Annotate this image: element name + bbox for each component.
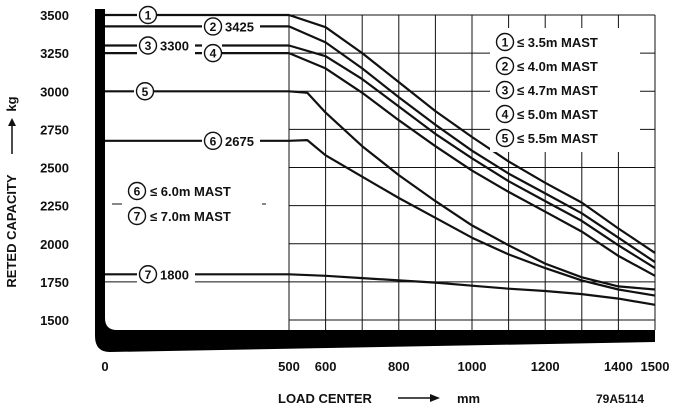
- series-number-badge: [138, 265, 158, 284]
- series-labels: 1 2 3425 3 3300 4 5 6 2675 7 1800: [134, 5, 260, 284]
- series-curves: [105, 13, 656, 306]
- x-tick-label: 1000: [458, 359, 487, 374]
- series-number: 3: [145, 39, 152, 53]
- series-number-badge: [203, 17, 223, 36]
- series-number: 6: [210, 134, 217, 148]
- series-number-badge: [138, 5, 158, 25]
- x-tick-label: 1400: [604, 359, 633, 374]
- series-number-badge: [203, 43, 223, 63]
- legend-top-right: 1 ≤ 3.5m MAST 2 ≤ 4.0m MAST 3 ≤ 4.7m MAST 4 ≤ 5…: [490, 28, 640, 152]
- series-line-2: [105, 25, 656, 264]
- y-tick-label: 3500: [40, 8, 69, 23]
- y-axis-title: RETED CAPACITY kg: [4, 96, 19, 287]
- x-tick-label: 1200: [531, 359, 560, 374]
- legend-label: ≤ 4.7m MAST: [517, 83, 598, 98]
- legend-label: ≤ 7.0m MAST: [150, 209, 231, 224]
- y-tick-label: 2750: [40, 122, 69, 137]
- series-line-3: [105, 44, 656, 270]
- x-tick-label: 800: [388, 359, 410, 374]
- series-number: 1: [145, 9, 152, 23]
- series-number: 2: [210, 20, 217, 34]
- x-tick-label: 500: [278, 359, 300, 374]
- legend-number: 4: [502, 108, 509, 122]
- y-axis-ticks: 3500 3250 3000 2750 2500 2250 2000 1750 1500: [40, 8, 69, 328]
- legend-label: ≤ 5.5m MAST: [517, 131, 598, 146]
- legend-number: 3: [502, 84, 509, 98]
- y-tick-label: 2000: [40, 237, 69, 252]
- legend-label: ≤ 6.0m MAST: [150, 184, 231, 199]
- series-number: 4: [210, 47, 217, 61]
- y-tick-label: 2250: [40, 199, 69, 214]
- legend-number-badge: [495, 128, 515, 148]
- x-axis-ticks: 0 500 600 800 1000 1200 1400 1500: [101, 359, 669, 374]
- legend-number: 7: [134, 210, 141, 224]
- legend-number-badge: [495, 104, 515, 124]
- series-value-label: 1800: [160, 267, 189, 282]
- x-tick-label: 600: [315, 359, 337, 374]
- legend-number-badge: [495, 32, 515, 52]
- x-axis-label: LOAD CENTER: [278, 391, 373, 406]
- series-line-1: [105, 13, 656, 254]
- legend-left: 6 ≤ 6.0m MAST 7 ≤ 7.0m MAST: [122, 180, 262, 228]
- y-axis-label: RETED CAPACITY: [4, 174, 19, 287]
- legend-number-badge: [495, 80, 515, 100]
- y-tick-label: 2500: [40, 161, 69, 176]
- series-line-6: [105, 139, 656, 297]
- legend-number: 2: [502, 60, 509, 74]
- legend-number: 1: [502, 36, 509, 50]
- y-tick-label: 1500: [40, 313, 69, 328]
- y-tick-label: 1750: [40, 275, 69, 290]
- legend-label: ≤ 4.0m MAST: [517, 59, 598, 74]
- series-number-badge: [203, 131, 223, 151]
- legend-number-badge: [127, 206, 147, 226]
- x-tick-label: 1500: [641, 359, 670, 374]
- legend-background: [490, 28, 640, 152]
- legend-number-badge: [495, 56, 515, 76]
- x-axis-arrow-icon: [398, 394, 440, 402]
- legend-number-badge: [127, 181, 147, 201]
- grid: [105, 14, 656, 330]
- series-line-4: [105, 52, 656, 277]
- series-number-badge: [138, 36, 158, 55]
- series-number: 5: [142, 85, 149, 99]
- legend-label: ≤ 5.0m MAST: [517, 107, 598, 122]
- y-tick-label: 3250: [40, 46, 69, 61]
- legend-number: 5: [502, 132, 509, 146]
- y-tick-label: 3000: [40, 84, 69, 99]
- series-value-label: 3425: [225, 19, 254, 34]
- series-value-label: 3300: [160, 39, 189, 54]
- series-line-7: [105, 273, 656, 306]
- x-axis-unit: mm: [457, 391, 480, 406]
- series-line-5: [105, 90, 656, 291]
- x-tick-label: 0: [101, 359, 108, 374]
- series-number: 7: [145, 268, 152, 282]
- series-number-badge: [135, 82, 155, 101]
- series-value-label: 2675: [225, 134, 254, 149]
- chart-code: 79A5114: [596, 392, 644, 406]
- y-axis-unit: kg: [4, 96, 19, 111]
- legend-number: 6: [134, 185, 141, 199]
- legend-label: ≤ 3.5m MAST: [517, 35, 598, 50]
- y-axis-arrow-icon: [8, 118, 16, 154]
